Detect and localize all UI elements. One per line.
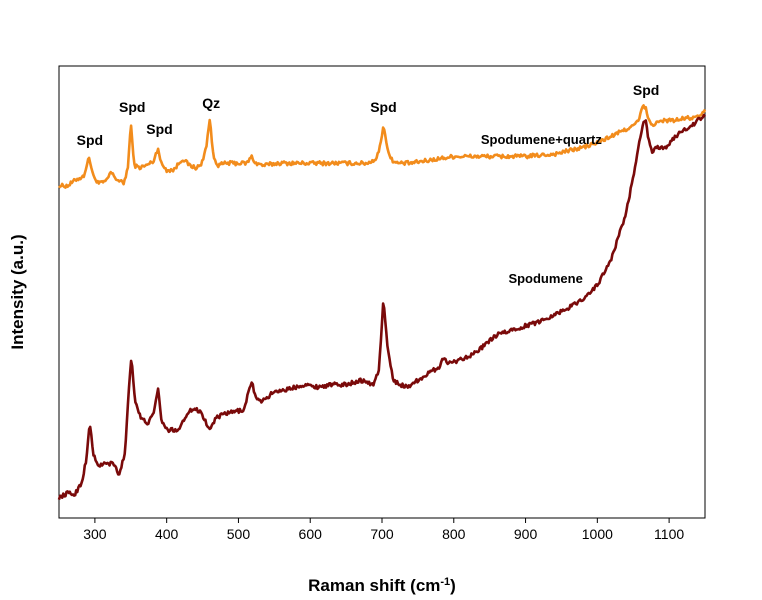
peak-label: Spd (119, 99, 145, 115)
y-axis-title: Intensity (a.u.) (8, 234, 27, 349)
x-tick-label: 600 (299, 526, 323, 542)
series-label: Spodumene (508, 271, 582, 286)
x-tick-label: 900 (514, 526, 538, 542)
peak-label: Spd (370, 99, 396, 115)
x-tick-label: 500 (227, 526, 251, 542)
peak-label: Spd (146, 121, 172, 137)
x-tick-label: 1100 (654, 526, 684, 542)
series-layer (57, 104, 707, 500)
peak-label: Spd (633, 82, 659, 98)
series-line-spodumene-quartz (58, 104, 707, 189)
x-axis-title: Raman shift (cm-1) (308, 576, 456, 595)
x-axis-ticks: 300 400 500 600 700 800 900 1000 1100 (83, 518, 684, 542)
x-tick-label: 300 (83, 526, 107, 542)
x-tick-label: 800 (442, 526, 466, 542)
x-tick-label: 1000 (582, 526, 613, 542)
peak-label: Spd (77, 132, 103, 148)
peak-label: Qz (202, 95, 220, 111)
series-label: Spodumene+quartz (481, 132, 602, 147)
x-tick-label: 400 (155, 526, 179, 542)
x-tick-label: 700 (370, 526, 394, 542)
series-line-spodumene (57, 113, 707, 500)
